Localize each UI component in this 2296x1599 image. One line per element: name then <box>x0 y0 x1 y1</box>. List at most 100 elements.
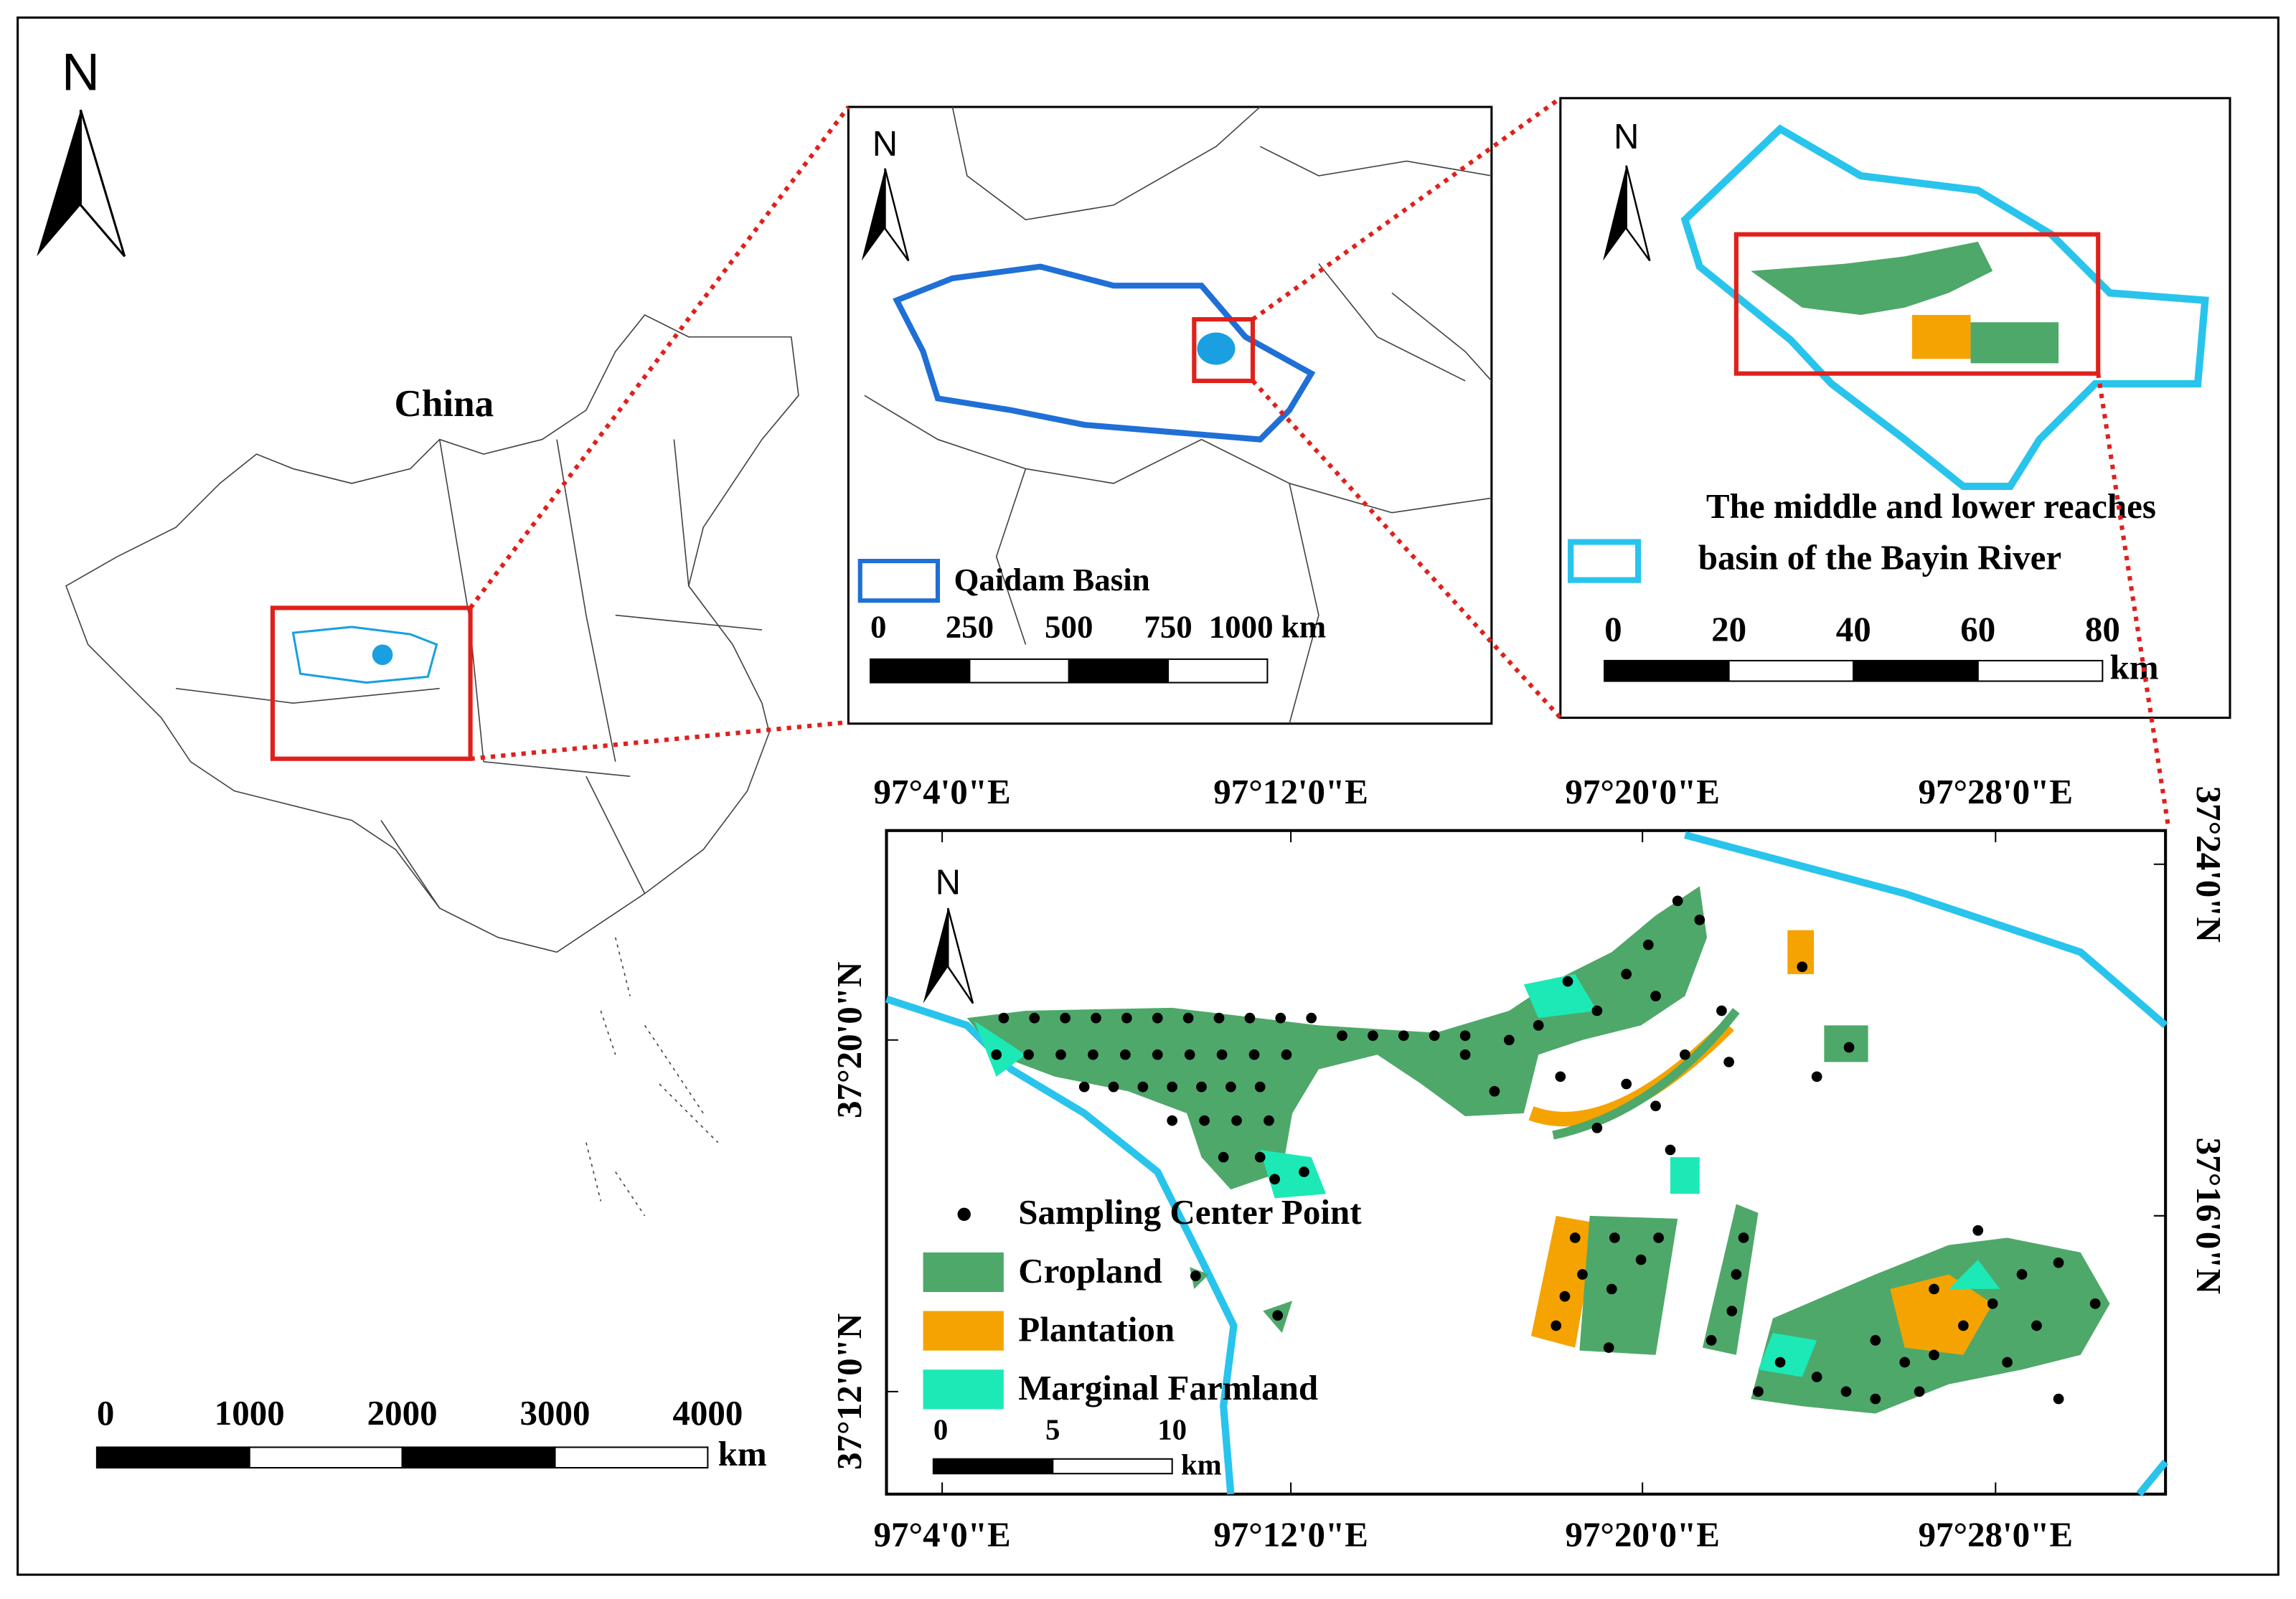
scale-unit: km <box>2110 647 2159 687</box>
legend-label: Qaidam Basin <box>954 562 1149 598</box>
cropland <box>1751 241 1993 316</box>
plantation <box>1530 1215 1597 1348</box>
sampling-point <box>1665 1144 1676 1156</box>
scale-unit: km <box>1181 1448 1222 1481</box>
plantation <box>1890 1274 1993 1355</box>
scale-label: 250 <box>946 608 994 644</box>
sampling-point <box>1137 1081 1149 1093</box>
sampling-point <box>1591 1005 1603 1017</box>
scale-segment <box>401 1446 556 1469</box>
sampling-point <box>1264 1115 1274 1126</box>
sampling-point <box>1281 1049 1292 1060</box>
marginal-farmland <box>974 1021 1026 1077</box>
sampling-point <box>1650 1100 1661 1112</box>
sampling-point <box>1635 1254 1647 1265</box>
sampling-point <box>1199 1115 1210 1126</box>
scale-label: 80 <box>2085 609 2120 648</box>
sampling-point <box>1272 1310 1284 1321</box>
sampling-point <box>1569 1232 1581 1243</box>
sampling-point <box>1914 1386 1925 1397</box>
plantation <box>1911 315 1971 359</box>
scale-label: 0 <box>97 1393 114 1433</box>
sampling-point <box>1606 1283 1617 1295</box>
country-label: China <box>395 383 494 425</box>
legend-swatch <box>923 1369 1004 1410</box>
sampling-point <box>2016 1269 2028 1280</box>
sampling-point <box>1029 1012 1040 1024</box>
north-label: N <box>936 863 961 902</box>
longitude-label: 97°28'0"E <box>1918 772 2073 811</box>
scale-segment <box>969 658 1070 684</box>
sampling-point <box>1705 1335 1717 1346</box>
sampling-point <box>1337 1030 1347 1042</box>
sampling-point <box>1726 1306 1738 1316</box>
sampling-point <box>1559 1291 1571 1302</box>
scale-unit: km <box>718 1434 767 1473</box>
marginal-farmland <box>1523 973 1597 1019</box>
sampling-point <box>1577 1269 1588 1280</box>
scale-label: 4000 <box>672 1393 743 1433</box>
sampling-point <box>1429 1030 1440 1042</box>
sampling-point <box>1680 1049 1690 1060</box>
marginal-farmland <box>1260 1149 1327 1199</box>
sampling-point <box>1621 968 1632 980</box>
north-label: N <box>872 125 898 164</box>
scale-label: 40 <box>1836 609 1871 648</box>
marginal-farmland <box>1948 1260 2000 1289</box>
scale-segment <box>1052 1458 1173 1475</box>
sampling-point <box>1167 1081 1178 1093</box>
sampling-point <box>1248 1049 1260 1060</box>
legend-label: The middle and lower reaches <box>1706 486 2156 526</box>
sampling-point <box>2053 1393 2064 1405</box>
panel-frame <box>847 105 1493 725</box>
sampling-point <box>1694 914 1705 925</box>
sampling-point <box>1621 1078 1632 1090</box>
north-arrow <box>1625 165 1651 262</box>
scale-label: 5 <box>1045 1413 1060 1445</box>
sampling-point <box>1653 1232 1664 1243</box>
marginal-farmland <box>1670 1157 1700 1194</box>
marginal-farmland <box>1758 1333 1817 1377</box>
overview-map: N China <box>37 42 799 1217</box>
longitude-label: 97°4'0"E <box>874 772 1011 811</box>
sampling-point <box>1987 1298 1998 1309</box>
sampling-point <box>991 1049 1002 1060</box>
scale-segment <box>1604 659 1730 682</box>
sampling-point <box>1218 1151 1229 1163</box>
scale-segment <box>248 1446 403 1469</box>
zoom-box <box>1733 232 2101 376</box>
sampling-point <box>2053 1257 2064 1268</box>
sampling-point <box>1299 1166 1309 1177</box>
sampling-point <box>1503 1034 1515 1046</box>
sampling-point <box>1023 1049 1034 1060</box>
sampling-point <box>1184 1049 1195 1060</box>
sampling-point <box>1774 1357 1786 1368</box>
connector-lines <box>469 96 2171 829</box>
legend-swatch <box>923 1252 1004 1293</box>
lake <box>1197 332 1236 365</box>
sampling-point <box>1167 1115 1178 1126</box>
sampling-point <box>1398 1030 1409 1042</box>
sampling-point <box>1275 1012 1286 1024</box>
sampling-points <box>991 895 2101 1405</box>
scale-segment <box>932 1458 1054 1475</box>
zoom-box <box>1192 317 1256 383</box>
sampling-point <box>1108 1081 1119 1093</box>
sampling-point <box>1459 1030 1471 1042</box>
longitude-label: 97°12'0"E <box>1213 1514 1368 1554</box>
sampling-point <box>1213 1012 1225 1024</box>
scale-label: 10 <box>1157 1413 1187 1445</box>
north-arrow <box>947 907 974 1004</box>
cropland <box>1970 322 2059 364</box>
latitude-label: 37°20'0"N <box>829 962 869 1118</box>
sampling-point <box>1269 1174 1280 1185</box>
sampling-point <box>1091 1012 1101 1024</box>
sampling-point <box>1650 991 1661 1001</box>
legend-swatch <box>923 1311 1004 1351</box>
sampling-point <box>1972 1225 1984 1236</box>
sampling-point <box>1254 1081 1266 1093</box>
basin-map: N Qaidam Basin 0 250 500 750 1000 km <box>847 105 1493 725</box>
sampling-point <box>1225 1081 1236 1093</box>
sampling-point <box>1642 939 1654 951</box>
